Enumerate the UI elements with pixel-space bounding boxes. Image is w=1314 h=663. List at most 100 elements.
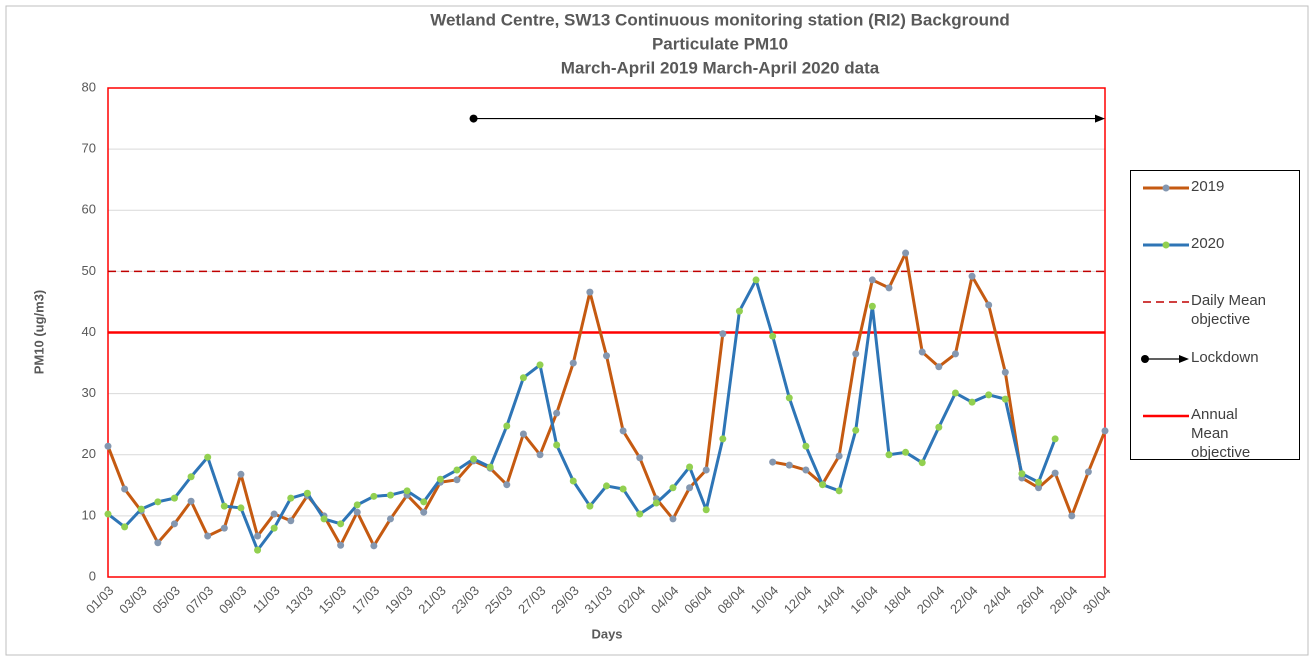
data-point — [868, 302, 876, 310]
data-point — [985, 391, 993, 399]
data-point — [104, 510, 112, 518]
data-point — [486, 463, 494, 471]
data-point — [636, 510, 644, 518]
data-point — [254, 532, 262, 540]
data-point — [1051, 435, 1059, 443]
data-point — [968, 398, 976, 406]
data-point — [1001, 395, 1009, 403]
legend-swatch — [1143, 414, 1189, 418]
chart-title: March-April 2019 March-April 2020 data — [561, 58, 880, 77]
data-point — [785, 394, 793, 402]
y-tick-label: 0 — [89, 568, 96, 583]
data-point — [935, 423, 943, 431]
legend-arrow-head — [1179, 355, 1189, 363]
y-tick-label: 70 — [82, 141, 96, 156]
y-tick-label: 40 — [82, 324, 96, 339]
data-point — [951, 350, 959, 358]
data-point — [569, 359, 577, 367]
data-point — [353, 508, 361, 516]
data-point — [453, 466, 461, 474]
data-point — [536, 361, 544, 369]
data-point — [420, 498, 428, 506]
data-point — [220, 502, 228, 510]
data-point — [204, 453, 212, 461]
series-line — [107, 278, 1057, 552]
data-point — [386, 491, 394, 499]
legend-swatch — [1143, 301, 1189, 303]
data-point — [187, 497, 195, 505]
data-point — [254, 546, 262, 554]
data-point — [852, 350, 860, 358]
data-point — [968, 272, 976, 280]
y-tick-label: 30 — [82, 385, 96, 400]
data-point — [204, 532, 212, 540]
data-point — [170, 520, 178, 528]
legend-label: 2020 — [1191, 235, 1225, 252]
chart-title: Particulate PM10 — [652, 34, 788, 53]
data-point — [752, 276, 760, 284]
data-point — [669, 484, 677, 492]
data-point — [220, 524, 228, 532]
data-point — [735, 307, 743, 315]
data-point — [1001, 368, 1009, 376]
data-point — [503, 422, 511, 430]
data-point — [553, 441, 561, 449]
data-point — [1035, 484, 1043, 492]
legend-swatch — [1143, 184, 1189, 192]
data-point — [569, 477, 577, 485]
data-point — [985, 301, 993, 309]
y-tick-label: 10 — [82, 507, 96, 522]
data-point — [719, 435, 727, 443]
data-point — [669, 515, 677, 523]
data-point — [320, 515, 328, 523]
data-point — [719, 330, 727, 338]
x-axis-label: Days — [591, 626, 622, 641]
data-point — [303, 489, 311, 497]
data-point — [137, 505, 145, 513]
data-point — [1068, 512, 1076, 520]
data-point — [603, 352, 610, 360]
legend-entry: Lockdown — [1131, 348, 1299, 405]
legend-entry: 2020 — [1131, 234, 1299, 291]
data-point — [902, 249, 910, 257]
legend: 2019 2020 Daily Mean objective Lockdown Annu… — [1130, 170, 1300, 462]
data-point — [287, 494, 295, 502]
data-point — [104, 442, 112, 450]
data-point — [403, 487, 411, 495]
data-point — [370, 492, 378, 500]
data-point — [852, 426, 860, 434]
data-point — [1018, 470, 1026, 478]
data-point — [1051, 469, 1059, 477]
data-point — [636, 454, 644, 462]
data-point — [652, 499, 660, 507]
data-point — [1101, 427, 1109, 435]
legend-swatch — [1141, 355, 1189, 363]
data-point — [1035, 478, 1043, 486]
data-point — [819, 481, 827, 489]
data-point — [918, 459, 926, 467]
legend-label: Daily Mean objective — [1191, 292, 1267, 328]
data-point — [586, 502, 594, 510]
data-point — [353, 501, 361, 509]
y-tick-label: 50 — [82, 263, 96, 278]
arrow-start — [469, 114, 478, 123]
legend-label: Annual Mean objective — [1191, 406, 1251, 461]
chart-title: Wetland Centre, SW13 Continuous monitori… — [430, 10, 1010, 29]
data-point — [769, 332, 777, 340]
data-point — [918, 348, 926, 356]
data-point — [237, 470, 245, 478]
y-tick-label: 80 — [82, 79, 96, 94]
data-point — [935, 363, 943, 371]
data-point — [619, 427, 627, 435]
data-point — [553, 409, 561, 417]
data-point — [785, 461, 793, 469]
data-point — [835, 452, 843, 460]
data-point — [951, 389, 959, 397]
data-point — [686, 484, 694, 492]
data-point — [902, 448, 910, 456]
data-point — [835, 487, 843, 495]
legend-entry: Annual Mean objective — [1131, 405, 1299, 462]
data-point — [802, 466, 810, 474]
data-point — [237, 504, 245, 512]
